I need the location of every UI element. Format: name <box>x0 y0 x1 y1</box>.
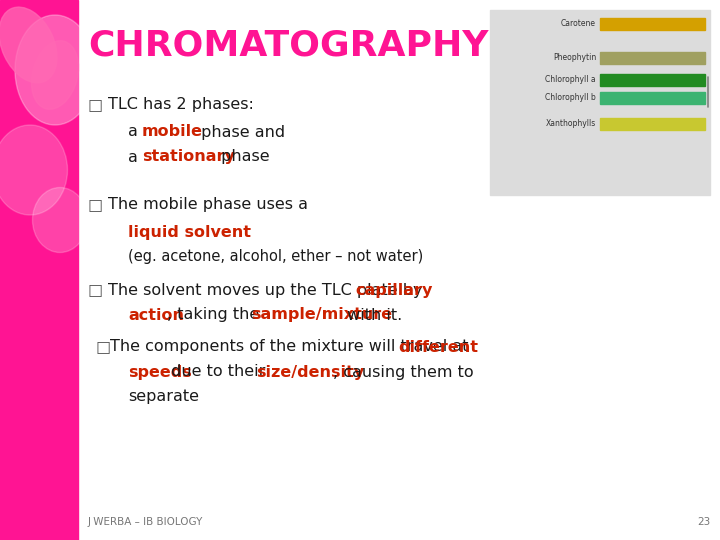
Text: Chlorophyll a: Chlorophyll a <box>545 76 596 84</box>
Text: TLC has 2 phases:: TLC has 2 phases: <box>108 98 254 112</box>
Ellipse shape <box>32 187 88 253</box>
Text: a: a <box>128 150 143 165</box>
Bar <box>600 118 705 130</box>
Text: Carotene: Carotene <box>561 19 596 29</box>
Text: sample/mixture: sample/mixture <box>251 307 392 322</box>
Bar <box>0 0 78 540</box>
Bar <box>600 18 705 30</box>
Text: different: different <box>398 340 478 354</box>
Text: speeds: speeds <box>128 364 192 380</box>
Text: The solvent moves up the TLC plate by: The solvent moves up the TLC plate by <box>108 282 428 298</box>
Text: □: □ <box>88 98 103 112</box>
Ellipse shape <box>0 7 57 83</box>
Text: □: □ <box>88 198 103 213</box>
Text: phase: phase <box>216 150 269 165</box>
Text: a: a <box>128 125 143 139</box>
Text: , causing them to: , causing them to <box>333 364 474 380</box>
Text: Chlorophyll b: Chlorophyll b <box>545 93 596 103</box>
Text: □: □ <box>88 282 103 298</box>
Text: □: □ <box>96 340 111 354</box>
Text: with it.: with it. <box>343 307 402 322</box>
Text: Pheophytin: Pheophytin <box>553 53 596 63</box>
Text: size/density: size/density <box>256 364 364 380</box>
Ellipse shape <box>15 15 95 125</box>
Text: separate: separate <box>128 389 199 404</box>
Text: due to their: due to their <box>166 364 271 380</box>
Text: capillary: capillary <box>355 282 433 298</box>
Text: J WERBA – IB BIOLOGY: J WERBA – IB BIOLOGY <box>88 517 203 527</box>
Bar <box>490 10 710 195</box>
Bar <box>600 92 705 104</box>
Text: The mobile phase uses a: The mobile phase uses a <box>108 198 308 213</box>
Text: stationary: stationary <box>142 150 235 165</box>
Text: phase and: phase and <box>196 125 285 139</box>
Bar <box>600 52 705 64</box>
Text: The components of the mixture will travel at: The components of the mixture will trave… <box>110 340 474 354</box>
Text: CHROMATOGRAPHY: CHROMATOGRAPHY <box>88 28 488 62</box>
Text: Xanthophylls: Xanthophylls <box>546 119 596 129</box>
Ellipse shape <box>32 40 78 109</box>
Text: 23: 23 <box>697 517 710 527</box>
Text: liquid solvent: liquid solvent <box>128 225 251 240</box>
Text: action: action <box>128 307 184 322</box>
Text: mobile: mobile <box>142 125 203 139</box>
Text: , taking the: , taking the <box>167 307 264 322</box>
Bar <box>600 74 705 86</box>
Ellipse shape <box>0 125 68 215</box>
Text: (eg. acetone, alcohol, ether – not water): (eg. acetone, alcohol, ether – not water… <box>128 249 423 265</box>
